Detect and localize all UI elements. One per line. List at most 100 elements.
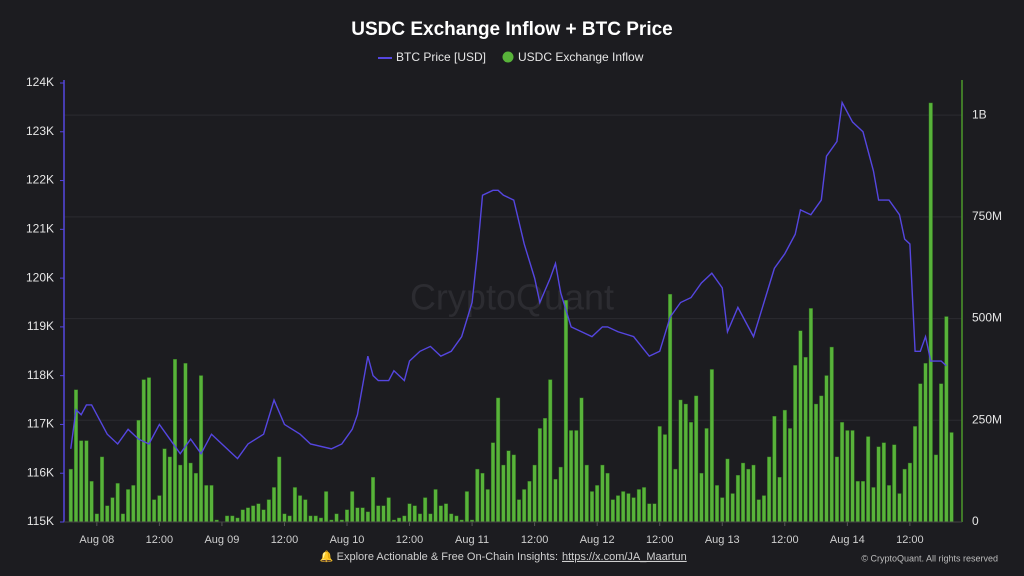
bar xyxy=(240,509,245,523)
bar xyxy=(756,499,761,523)
bar xyxy=(610,499,615,523)
bar xyxy=(110,497,115,523)
x-tick-label: Aug 14 xyxy=(830,534,865,546)
bar xyxy=(819,395,824,523)
bar xyxy=(735,475,740,523)
bar xyxy=(136,420,141,523)
bar xyxy=(188,462,193,523)
bar xyxy=(350,491,355,523)
bar xyxy=(631,497,636,523)
bar xyxy=(652,503,657,523)
y-tick-label: 121K xyxy=(26,222,54,236)
y2-tick-label: 250M xyxy=(972,412,1002,426)
bar xyxy=(407,503,412,523)
bar xyxy=(141,379,146,523)
bar xyxy=(548,379,553,523)
bar xyxy=(933,454,938,523)
bar xyxy=(334,513,339,523)
bar xyxy=(318,517,323,523)
bar xyxy=(871,487,876,523)
bar xyxy=(767,456,772,523)
bar xyxy=(324,491,329,523)
bar xyxy=(803,357,808,523)
bar xyxy=(204,485,209,523)
bar xyxy=(355,507,360,523)
bar xyxy=(152,499,157,523)
bar xyxy=(845,430,850,523)
bar xyxy=(308,515,313,523)
bar xyxy=(527,481,532,523)
bar xyxy=(741,462,746,523)
bar xyxy=(892,444,897,523)
bar xyxy=(292,487,297,523)
bar xyxy=(345,509,350,523)
bar xyxy=(376,505,381,523)
footer-note: 🔔 Explore Actionable & Free On-Chain Ins… xyxy=(320,550,558,563)
bar xyxy=(245,507,250,523)
y-tick-label: 116K xyxy=(27,465,54,479)
bar xyxy=(433,489,438,523)
bar xyxy=(490,442,495,523)
bar xyxy=(793,365,798,523)
bar xyxy=(788,428,793,523)
bar xyxy=(616,495,621,523)
bar xyxy=(621,491,626,523)
bar xyxy=(251,505,256,523)
bar xyxy=(694,395,699,523)
bar xyxy=(595,485,600,523)
x-tick-label: 12:00 xyxy=(146,534,174,546)
bar xyxy=(454,515,459,523)
bar xyxy=(178,464,183,523)
x-tick-label: Aug 10 xyxy=(330,534,365,546)
bar xyxy=(183,363,188,523)
bar xyxy=(824,375,829,523)
bar xyxy=(397,517,402,523)
bar xyxy=(814,403,819,523)
bar xyxy=(225,515,230,523)
bar xyxy=(449,513,454,523)
y2-tick-label: 500M xyxy=(972,311,1002,325)
bar xyxy=(782,409,787,523)
bar xyxy=(902,468,907,523)
bar xyxy=(949,432,954,523)
bar xyxy=(438,505,443,523)
bar xyxy=(230,515,235,523)
bar xyxy=(480,472,485,523)
footer-link[interactable]: https://x.com/JA_Maartun xyxy=(562,551,687,563)
bar xyxy=(199,375,204,523)
bar xyxy=(464,491,469,523)
bar xyxy=(532,464,537,523)
bar xyxy=(522,489,527,523)
bar xyxy=(777,477,782,523)
bar xyxy=(553,479,558,523)
bar xyxy=(543,418,548,523)
bar xyxy=(887,485,892,523)
bar xyxy=(235,517,240,523)
bar xyxy=(688,422,693,523)
y2-tick-label: 1B xyxy=(972,107,987,121)
bar xyxy=(709,369,714,523)
bar xyxy=(386,497,391,523)
bar xyxy=(699,472,704,523)
bar xyxy=(589,491,594,523)
x-tick-label: Aug 08 xyxy=(79,534,114,546)
bar xyxy=(907,462,912,523)
y-tick-label: 123K xyxy=(26,124,54,138)
bar xyxy=(579,397,584,523)
bar xyxy=(537,428,542,523)
bar xyxy=(84,440,89,523)
y-tick-label: 120K xyxy=(26,270,54,284)
bar xyxy=(850,430,855,523)
bar xyxy=(563,300,568,523)
bar xyxy=(662,434,667,523)
bar xyxy=(720,497,725,523)
bar xyxy=(120,513,125,523)
bar xyxy=(313,515,318,523)
bar xyxy=(600,464,605,523)
bar xyxy=(516,499,521,523)
bar xyxy=(855,481,860,523)
bar xyxy=(668,293,673,523)
bar xyxy=(105,505,110,523)
bar xyxy=(298,495,303,523)
